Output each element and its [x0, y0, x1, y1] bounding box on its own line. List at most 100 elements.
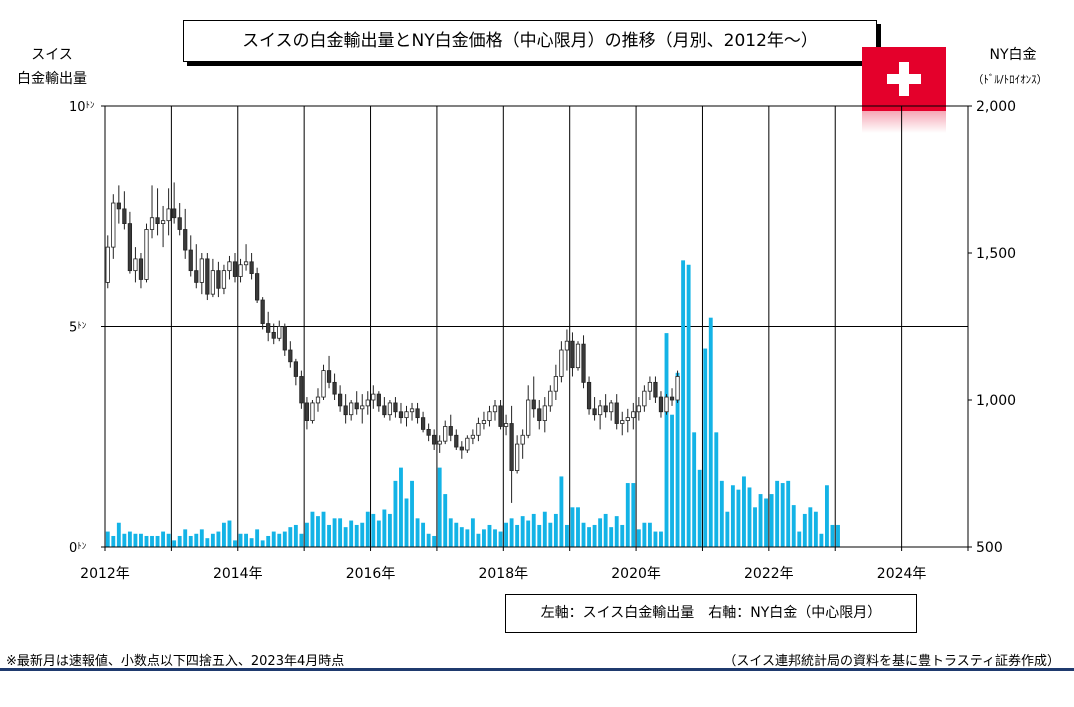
export-bar: [194, 533, 199, 547]
left-tick-unit: ﾄﾝ: [77, 322, 87, 332]
price-candle: [636, 405, 641, 413]
export-bar: [293, 524, 298, 547]
export-bar: [349, 520, 354, 547]
price-candle: [321, 370, 326, 398]
export-bar: [443, 494, 448, 547]
export-bar: [703, 348, 708, 547]
export-bar: [620, 524, 625, 547]
export-bar: [631, 483, 636, 547]
export-bar: [758, 494, 763, 547]
export-bar: [542, 511, 547, 547]
export-bar: [609, 527, 614, 547]
export-bar: [681, 260, 686, 547]
export-bar: [382, 509, 387, 547]
export-bar: [404, 498, 409, 547]
price-candle: [332, 381, 337, 395]
price-candle: [227, 261, 232, 272]
export-bar: [824, 485, 829, 547]
price-candle: [432, 434, 437, 445]
price-candle: [232, 261, 238, 277]
left-axis-title: スイス 白金輸出量: [12, 43, 92, 91]
price-candle: [183, 229, 188, 251]
price-candle: [149, 217, 155, 230]
export-bar: [526, 520, 531, 547]
price-candle: [371, 393, 376, 401]
left-tick-label: 5ﾄﾝ: [69, 321, 87, 336]
price-candle: [249, 261, 254, 274]
export-bar: [470, 518, 475, 547]
right-tick-label: 2,000: [976, 99, 1016, 115]
price-candle: [326, 370, 332, 383]
export-bar: [332, 518, 337, 547]
price-candle: [437, 440, 442, 445]
legend: 左軸：スイス白金輸出量 右軸：NY白金（中心限月）: [505, 594, 917, 633]
export-bar: [360, 522, 365, 547]
price-candle: [354, 402, 359, 410]
price-candle: [609, 402, 614, 413]
price-candle: [409, 408, 415, 413]
price-candle: [620, 420, 625, 424]
export-bar: [421, 522, 426, 547]
export-bar: [271, 531, 276, 547]
x-tick-label: 2024年: [877, 566, 927, 582]
export-bar: [338, 518, 343, 547]
price-candle: [553, 376, 558, 392]
export-bar: [437, 467, 442, 547]
left-tick-unit: ﾄﾝ: [77, 542, 87, 552]
price-candle: [382, 405, 387, 416]
price-candle: [653, 381, 658, 398]
price-candle: [625, 417, 630, 421]
price-candle: [210, 270, 215, 295]
export-bar: [664, 333, 669, 547]
export-bar: [531, 513, 536, 547]
export-bar: [753, 507, 757, 547]
export-bar: [393, 480, 398, 547]
export-bar: [199, 529, 204, 547]
export-bar: [742, 476, 746, 547]
export-bar: [725, 511, 730, 547]
export-bar: [659, 531, 663, 547]
export-bar: [819, 533, 824, 547]
export-bar: [708, 317, 713, 547]
price-candle: [315, 396, 321, 404]
export-bar: [144, 535, 149, 547]
export-bar: [553, 513, 558, 547]
export-bar: [769, 494, 774, 547]
export-bar: [813, 511, 818, 547]
export-bar: [210, 533, 215, 547]
price-candle: [581, 343, 586, 383]
price-candle: [492, 405, 498, 413]
export-bar: [476, 533, 481, 547]
export-bar: [376, 520, 381, 547]
price-candle: [205, 258, 210, 295]
export-bar: [548, 522, 553, 547]
price-candle: [304, 402, 310, 421]
export-bar: [559, 476, 564, 547]
price-candle: [526, 399, 531, 436]
price-candle: [266, 323, 271, 333]
export-bar: [465, 529, 470, 547]
export-bar: [537, 524, 542, 547]
price-candle: [376, 393, 381, 407]
price-candle: [592, 408, 597, 416]
x-tick-label: 2012年: [80, 566, 130, 582]
price-candle: [564, 340, 570, 351]
price-candle: [515, 443, 520, 471]
price-candle: [548, 390, 553, 407]
export-bar: [493, 529, 497, 547]
price-candle: [243, 261, 249, 266]
export-bar: [310, 511, 315, 547]
export-bar: [222, 522, 226, 547]
price-candle: [487, 411, 492, 421]
left-axis-title-line2: 白金輸出量: [17, 71, 87, 87]
export-bar: [802, 513, 807, 547]
left-axis-title-line1: スイス: [31, 47, 73, 63]
price-candle: [675, 376, 680, 401]
export-bar: [697, 469, 702, 547]
price-candle: [337, 393, 343, 407]
export-bar: [581, 522, 586, 547]
export-bar: [177, 535, 182, 547]
price-candle: [658, 396, 664, 413]
price-candle: [238, 264, 243, 277]
price-candle: [404, 411, 409, 419]
